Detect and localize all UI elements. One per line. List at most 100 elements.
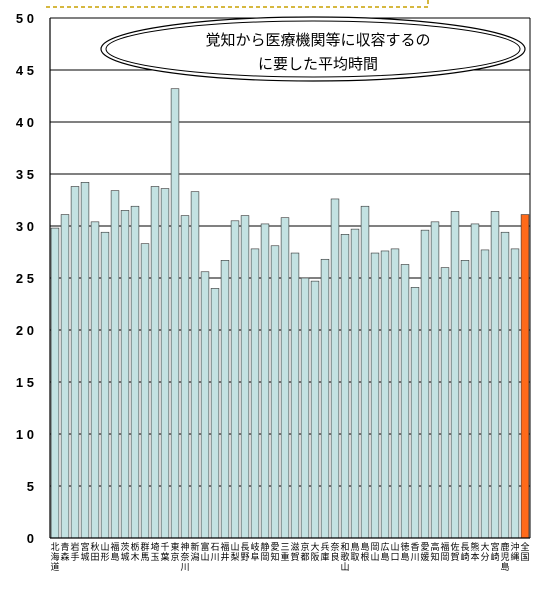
bar — [210, 288, 220, 539]
x-tick-label: 和歌山 — [340, 542, 349, 573]
x-tick-label: 神奈川 — [180, 541, 189, 573]
bar — [330, 198, 340, 539]
x-tick-label: 静岡 — [260, 541, 269, 563]
x-tick-label: 東京 — [170, 541, 179, 563]
x-tick-label: 鹿児島 — [500, 541, 509, 573]
x-tick-label: 宮城 — [80, 541, 89, 563]
bar — [410, 287, 420, 539]
axes — [49, 18, 531, 539]
x-tick-label: 佐賀 — [450, 541, 459, 563]
bar — [500, 231, 510, 539]
y-tick-label: 1 5 — [16, 375, 34, 390]
x-tick-label: 山口 — [390, 542, 399, 563]
y-tick-label: 5 0 — [16, 11, 34, 26]
x-tick-label: 広島 — [380, 541, 389, 563]
x-tick-label: 茨城 — [120, 541, 129, 563]
chart-title-line-1: 覚知から医療機関等に収容するの — [205, 31, 430, 49]
x-tick-label: 福島 — [110, 541, 119, 563]
bar — [490, 211, 500, 539]
x-tick-labels: 北海道青森岩手宮城秋田山形福島茨城栃木群馬埼玉千葉東京神奈川新潟富山石川福井山梨… — [50, 541, 529, 573]
bar — [270, 245, 280, 539]
bar — [420, 229, 430, 539]
bar — [280, 217, 290, 539]
y-tick-labels: 0 5 1 0 1 5 2 0 2 5 3 0 3 5 4 0 4 5 5 0 — [16, 11, 34, 546]
x-tick-label: 青森 — [60, 541, 69, 563]
bars — [50, 88, 530, 539]
bar — [110, 190, 120, 539]
x-tick-label: 熊本 — [470, 541, 479, 563]
x-tick-label: 秋田 — [90, 541, 99, 563]
y-tick-label: 3 5 — [16, 167, 34, 182]
x-tick-label: 山形 — [100, 542, 109, 563]
bar — [220, 260, 230, 539]
x-tick-label: 沖縄 — [510, 541, 519, 563]
bar — [260, 223, 270, 539]
bar — [520, 214, 530, 539]
bar — [480, 249, 490, 539]
y-tick-label: 0 — [27, 531, 34, 546]
title-ellipse-outer — [100, 16, 526, 82]
bar — [250, 248, 260, 539]
x-tick-label: 新潟 — [190, 541, 199, 563]
x-tick-label: 福井 — [220, 541, 229, 563]
title-ellipse-inner — [105, 20, 521, 78]
bar — [180, 215, 190, 539]
bar — [160, 188, 170, 539]
bar — [310, 280, 320, 539]
bar — [510, 248, 520, 539]
bar — [120, 210, 130, 539]
x-tick-label: 山梨 — [230, 542, 239, 563]
bar — [370, 252, 380, 539]
x-tick-label: 徳島 — [400, 541, 409, 563]
title-callout: 覚知から医療機関等に収容するの に要した平均時間 — [100, 16, 526, 82]
bar — [360, 205, 370, 539]
x-tick-label: 兵庫 — [320, 541, 329, 563]
x-tick-label: 長野 — [240, 542, 249, 563]
bar — [170, 88, 180, 539]
y-tick-label: 4 5 — [16, 63, 34, 78]
x-tick-label: 奈良 — [330, 541, 339, 563]
bar — [70, 186, 80, 539]
y-tick-label: 5 — [27, 479, 34, 494]
x-tick-label: 長崎 — [460, 542, 469, 563]
bar — [380, 250, 390, 539]
y-tick-label: 3 0 — [16, 219, 34, 234]
x-tick-label: 岐阜 — [250, 541, 259, 563]
bar — [200, 271, 210, 539]
bar — [430, 221, 440, 539]
bar — [350, 228, 360, 539]
bar — [460, 260, 470, 539]
x-tick-label: 宮崎 — [490, 541, 499, 563]
bar — [100, 231, 110, 539]
y-tick-label: 2 0 — [16, 323, 34, 338]
x-tick-label: 愛媛 — [420, 541, 429, 563]
x-tick-label: 香川 — [410, 542, 419, 563]
x-tick-label: 栃木 — [130, 541, 139, 563]
y-tick-label: 1 0 — [16, 427, 34, 442]
x-tick-label: 群馬 — [140, 541, 149, 563]
bar — [60, 214, 70, 539]
bar — [140, 243, 150, 539]
x-tick-label: 福岡 — [440, 541, 449, 563]
y-tick-label: 4 0 — [16, 115, 34, 130]
x-tick-label: 高知 — [430, 541, 439, 563]
bar — [390, 248, 400, 539]
x-tick-label: 富山 — [200, 541, 209, 563]
bar — [80, 182, 90, 539]
bar — [400, 264, 410, 539]
bar — [130, 205, 140, 539]
bar — [240, 215, 250, 539]
bar — [450, 211, 460, 539]
bar — [470, 223, 480, 539]
bar — [320, 258, 330, 539]
bar — [50, 227, 60, 539]
x-tick-label: 京都 — [300, 541, 309, 563]
bar — [340, 234, 350, 539]
bar — [190, 191, 200, 539]
bar — [290, 252, 300, 539]
x-tick-label: 千葉 — [160, 542, 169, 563]
bar — [90, 221, 100, 539]
x-tick-label: 石川 — [210, 543, 219, 563]
chart-title-line-2: に要した平均時間 — [258, 55, 378, 73]
